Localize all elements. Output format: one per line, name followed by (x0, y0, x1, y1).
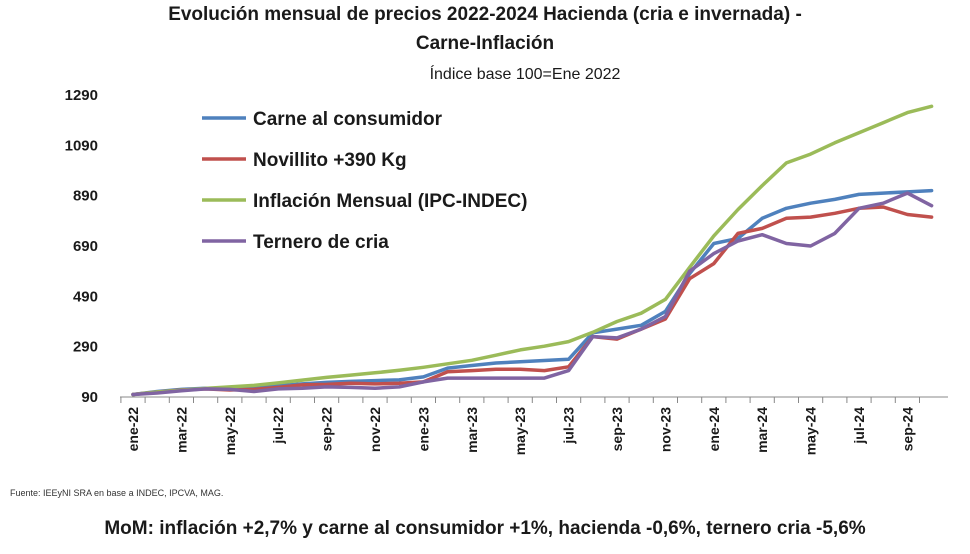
y-tick-label: 690 (73, 238, 98, 255)
x-tick-label: nov-22 (367, 407, 383, 452)
y-tick-label: 290 (73, 339, 98, 356)
x-tick-label: may-22 (222, 407, 238, 455)
legend-label: Inflación Mensual (IPC-INDEC) (253, 191, 527, 212)
source-note: Fuente: IEEyNI SRA en base a INDEC, IPCV… (10, 488, 224, 498)
series-line-4 (131, 191, 934, 397)
series-lines (131, 104, 934, 397)
line-chart: 90 290 490 690 890 1090 1290 ene-22 mar-22 may-2… (65, 87, 948, 455)
chart-title-line1: Evolución mensual de precios 2022-2024 H… (168, 4, 802, 25)
x-tick-label: jul-23 (561, 407, 577, 445)
y-tick-label: 490 (73, 288, 98, 305)
y-tick-label: 90 (81, 389, 98, 406)
x-tick-label: sep-22 (319, 407, 335, 452)
x-tick-labels: ene-22 mar-22 may-22 jul-22 sep-22 nov-22 ene-… (125, 407, 915, 455)
x-tick-label: nov-23 (657, 407, 673, 452)
series-line-2 (131, 205, 934, 397)
series-line-3 (131, 104, 934, 397)
chart-subtitle: Índice base 100=Ene 2022 (429, 66, 621, 83)
x-tick-label: jul-24 (851, 407, 867, 445)
y-tick-label: 1290 (65, 87, 98, 104)
x-tick-label: ene-22 (125, 407, 141, 452)
x-tick-label: ene-23 (415, 407, 431, 452)
footer-summary: MoM: inflación +2,7% y carne al consumid… (104, 518, 866, 539)
x-tick-label: sep-23 (609, 407, 625, 452)
series-line-1 (131, 188, 934, 397)
x-tick-label: may-24 (803, 407, 819, 455)
legend-label: Novillito +390 Kg (253, 150, 407, 171)
x-tick-label: mar-23 (464, 407, 480, 453)
y-tick-labels: 90 290 490 690 890 1090 1290 (65, 87, 98, 406)
x-tick-label: sep-24 (899, 407, 915, 452)
x-tick-label: jul-22 (270, 407, 286, 445)
x-tick-label: mar-22 (173, 407, 189, 453)
y-tick-label: 890 (73, 188, 98, 205)
x-tick-label: ene-24 (706, 407, 722, 452)
chart-title-line2: Carne-Inflación (415, 33, 555, 54)
axes (120, 396, 948, 403)
x-tick-label: may-23 (512, 407, 528, 455)
legend-label: Carne al consumidor (253, 109, 443, 130)
x-tick-label: mar-24 (754, 407, 770, 453)
legend-label: Ternero de cria (253, 232, 389, 253)
legend: Carne al consumidor Novillito +390 Kg Infl… (202, 109, 527, 253)
y-tick-label: 1090 (65, 137, 98, 154)
